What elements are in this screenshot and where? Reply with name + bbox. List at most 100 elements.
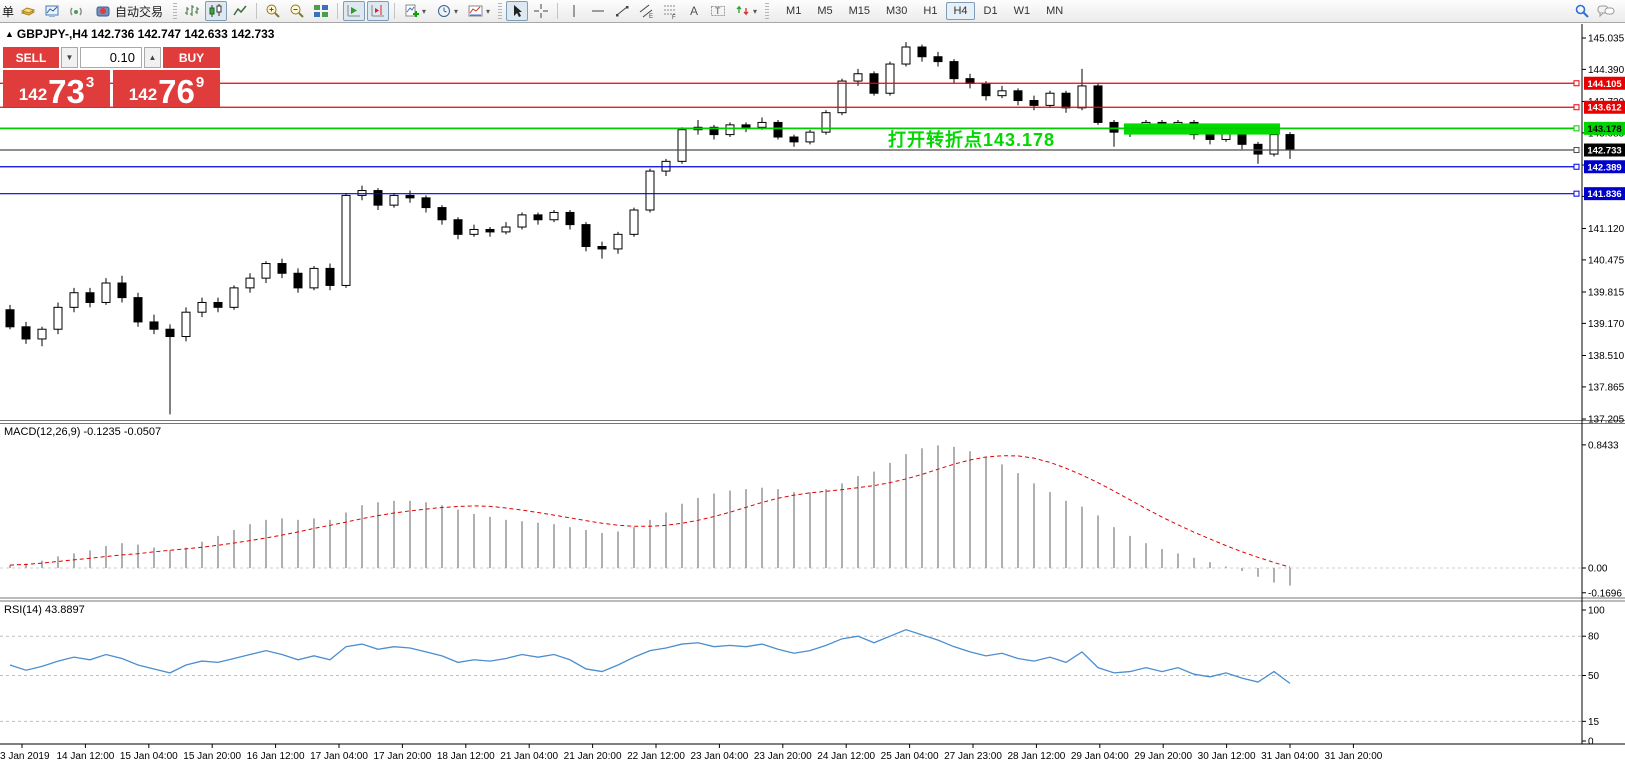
buy-price-button[interactable]: 142 76 9 xyxy=(113,70,220,110)
volume-up-button[interactable]: ▲ xyxy=(144,47,161,68)
timeframe-button-W1[interactable]: W1 xyxy=(1013,5,1031,17)
svg-text:141.836: 141.836 xyxy=(1587,189,1621,200)
template-button[interactable]: ▾ xyxy=(464,1,494,21)
periods-button[interactable]: ▾ xyxy=(432,1,462,21)
equidistant-channel-icon[interactable]: E xyxy=(635,1,657,21)
text-tool-icon[interactable]: A xyxy=(683,1,705,21)
toolbar-separator xyxy=(557,3,559,19)
sell-price-sup: 3 xyxy=(85,74,95,91)
buy-price-prefix: 142 xyxy=(128,85,158,104)
rsi-indicator-label: RSI(14) 43.8897 xyxy=(4,604,85,616)
toolbar-separator xyxy=(337,3,339,19)
svg-text:27 Jan 23:00: 27 Jan 23:00 xyxy=(944,751,1002,762)
svg-text:31 Jan 20:00: 31 Jan 20:00 xyxy=(1324,751,1382,762)
autotrading-icon xyxy=(96,6,110,17)
toolbar-separator xyxy=(256,3,258,19)
crosshair-icon[interactable] xyxy=(530,1,552,21)
chevron-down-icon: ▾ xyxy=(422,6,427,16)
svg-text:141.120: 141.120 xyxy=(1588,224,1625,235)
candlestick-icon[interactable] xyxy=(205,1,228,21)
sell-price-button[interactable]: 142 73 3 xyxy=(3,70,110,108)
svg-text:50: 50 xyxy=(1588,671,1600,682)
svg-text:30 Jan 12:00: 30 Jan 12:00 xyxy=(1198,751,1256,762)
add-indicator-button[interactable]: ▾ xyxy=(400,1,430,21)
timeframe-button-D1[interactable]: D1 xyxy=(983,5,998,17)
timeframe-button-M15[interactable]: M15 xyxy=(848,5,870,17)
auto-scroll-icon[interactable] xyxy=(343,1,366,21)
timeframe-button-M1[interactable]: M1 xyxy=(786,5,802,17)
timeframe-button-M30[interactable]: M30 xyxy=(886,5,908,17)
svg-text:0.8433: 0.8433 xyxy=(1588,440,1619,451)
profile-icon[interactable] xyxy=(17,1,39,21)
label-tool-icon[interactable]: T xyxy=(707,1,729,21)
zoom-in-icon[interactable] xyxy=(262,1,284,21)
new-chart-icon[interactable] xyxy=(41,1,63,21)
template-icon xyxy=(468,5,483,17)
chart-canvas[interactable]: 145.035144.390143.730143.085142.425141.7… xyxy=(0,24,1625,767)
zoom-out-icon[interactable] xyxy=(286,1,308,21)
trendline-icon[interactable] xyxy=(611,1,633,21)
svg-text:137.205: 137.205 xyxy=(1588,415,1625,426)
line-chart-icon[interactable] xyxy=(229,1,251,21)
buy-price-main: 76 xyxy=(158,72,195,110)
autotrading-label: 自动交易 xyxy=(115,4,164,19)
svg-text:13 Jan 2019: 13 Jan 2019 xyxy=(0,751,50,762)
sell-button[interactable]: SELL xyxy=(3,47,59,68)
toolbar-grip xyxy=(498,3,503,19)
svg-text:18 Jan 12:00: 18 Jan 12:00 xyxy=(437,751,495,762)
svg-text:139.170: 139.170 xyxy=(1588,319,1625,330)
svg-text:29 Jan 20:00: 29 Jan 20:00 xyxy=(1134,751,1192,762)
svg-text:15 Jan 04:00: 15 Jan 04:00 xyxy=(120,751,178,762)
sell-price-prefix: 142 xyxy=(18,85,48,104)
svg-text:143.612: 143.612 xyxy=(1587,103,1621,114)
timeframe-button-MN[interactable]: MN xyxy=(1046,5,1064,17)
tile-windows-icon[interactable] xyxy=(310,1,332,21)
svg-text:23 Jan 20:00: 23 Jan 20:00 xyxy=(754,751,812,762)
cursor-icon[interactable] xyxy=(506,1,529,21)
shapes-button[interactable]: ▾ xyxy=(731,1,761,21)
svg-text:0.00: 0.00 xyxy=(1588,564,1608,575)
chat-icon[interactable] xyxy=(1595,1,1617,21)
timeframe-button-H1[interactable]: H1 xyxy=(923,5,938,17)
fibonacci-icon[interactable]: F xyxy=(659,1,681,21)
svg-text:142.733: 142.733 xyxy=(1587,146,1621,157)
svg-text:0: 0 xyxy=(1588,737,1594,748)
buy-button[interactable]: BUY xyxy=(163,47,220,68)
svg-text:100: 100 xyxy=(1588,606,1605,617)
macd-indicator-label: MACD(12,26,9) -0.1235 -0.0507 xyxy=(4,426,162,438)
svg-text:17 Jan 20:00: 17 Jan 20:00 xyxy=(373,751,431,762)
svg-text:24 Jan 12:00: 24 Jan 12:00 xyxy=(817,751,875,762)
svg-text:29 Jan 04:00: 29 Jan 04:00 xyxy=(1071,751,1129,762)
svg-text:137.865: 137.865 xyxy=(1588,382,1625,393)
one-click-trade-panel: SELL ▼ 0.10 ▲ BUY 142 73 3 142 76 9 xyxy=(3,47,220,110)
svg-text:138.510: 138.510 xyxy=(1588,351,1625,362)
timeframe-button-M5[interactable]: M5 xyxy=(817,5,833,17)
svg-text:F: F xyxy=(672,15,676,19)
svg-text:80: 80 xyxy=(1588,632,1600,643)
add-indicator-icon xyxy=(405,4,420,17)
svg-text:144.390: 144.390 xyxy=(1588,65,1625,76)
volume-input[interactable]: 0.10 xyxy=(80,47,142,68)
timeframe-toolbar: M1 M5 M15 M30 H1 H4 D1 W1 MN xyxy=(778,2,1071,20)
svg-text:15 Jan 20:00: 15 Jan 20:00 xyxy=(183,751,241,762)
signals-icon[interactable] xyxy=(65,1,87,21)
chart-annotation-text: 打开转折点143.178 xyxy=(888,130,1056,150)
bar-chart-icon[interactable] xyxy=(181,1,203,21)
chevron-down-icon: ▾ xyxy=(753,6,758,16)
svg-text:15: 15 xyxy=(1588,717,1600,728)
svg-text:143.178: 143.178 xyxy=(1587,124,1621,135)
toolbar-separator xyxy=(394,3,396,19)
vertical-line-icon[interactable] xyxy=(563,1,585,21)
new-order-button-partial[interactable]: 单 xyxy=(2,4,15,19)
volume-down-button[interactable]: ▼ xyxy=(61,47,78,68)
autotrading-button[interactable]: 自动交易 xyxy=(89,1,169,21)
symbol-collapse-arrow[interactable]: ▲ xyxy=(5,29,14,39)
svg-text:21 Jan 20:00: 21 Jan 20:00 xyxy=(564,751,622,762)
chart-shift-icon[interactable] xyxy=(367,1,390,21)
search-icon[interactable] xyxy=(1571,1,1593,21)
svg-text:144.105: 144.105 xyxy=(1587,79,1622,90)
timeframe-button-H4[interactable]: H4 xyxy=(946,2,975,20)
horizontal-line-icon[interactable] xyxy=(587,1,609,21)
svg-text:31 Jan 04:00: 31 Jan 04:00 xyxy=(1261,751,1319,762)
